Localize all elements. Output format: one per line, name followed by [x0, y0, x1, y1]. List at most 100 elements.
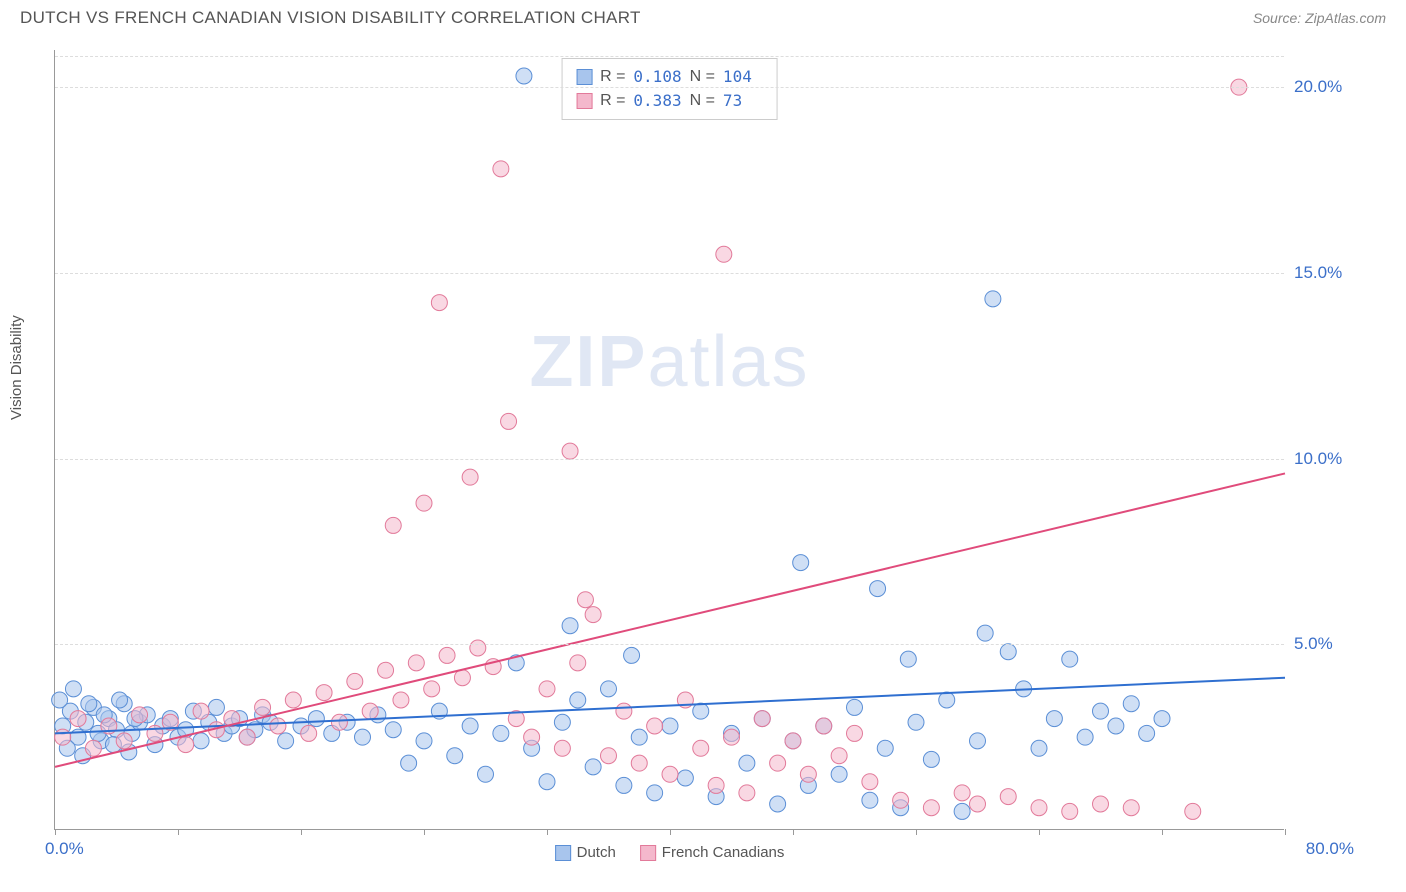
data-point — [447, 748, 463, 764]
data-point — [347, 673, 363, 689]
data-point — [870, 581, 886, 597]
data-point — [1123, 800, 1139, 816]
data-point — [462, 469, 478, 485]
data-point — [585, 759, 601, 775]
data-point — [416, 495, 432, 511]
y-axis-label: Vision Disability — [8, 315, 25, 420]
gridline — [55, 87, 1284, 88]
data-point — [754, 711, 770, 727]
data-point — [539, 774, 555, 790]
data-point — [985, 291, 1001, 307]
data-point — [401, 755, 417, 771]
data-point — [116, 733, 132, 749]
data-point — [1000, 644, 1016, 660]
data-point — [316, 685, 332, 701]
data-point — [923, 800, 939, 816]
x-tick — [1285, 829, 1286, 835]
data-point — [562, 618, 578, 634]
data-point — [647, 718, 663, 734]
data-point — [112, 692, 128, 708]
data-point — [385, 517, 401, 533]
x-tick — [1039, 829, 1040, 835]
data-point — [1046, 711, 1062, 727]
data-point — [847, 699, 863, 715]
data-point — [208, 699, 224, 715]
data-point — [516, 68, 532, 84]
x-tick — [178, 829, 179, 835]
gridline — [55, 644, 1284, 645]
data-point — [616, 777, 632, 793]
data-point — [416, 733, 432, 749]
data-point — [970, 733, 986, 749]
data-point — [601, 681, 617, 697]
chart-title: DUTCH VS FRENCH CANADIAN VISION DISABILI… — [20, 8, 641, 28]
data-point — [1123, 696, 1139, 712]
y-tick-label: 5.0% — [1294, 634, 1354, 654]
data-point — [693, 703, 709, 719]
data-point — [378, 662, 394, 678]
data-point — [862, 774, 878, 790]
data-point — [577, 592, 593, 608]
data-point — [55, 729, 71, 745]
data-point — [562, 443, 578, 459]
data-point — [385, 722, 401, 738]
data-point — [85, 740, 101, 756]
data-point — [1062, 651, 1078, 667]
data-point — [132, 707, 148, 723]
data-point — [1062, 803, 1078, 819]
data-point — [493, 161, 509, 177]
data-point — [624, 647, 640, 663]
data-point — [793, 555, 809, 571]
data-point — [770, 796, 786, 812]
data-point — [65, 681, 81, 697]
data-point — [1139, 725, 1155, 741]
data-point — [431, 295, 447, 311]
data-point — [816, 718, 832, 734]
data-point — [893, 792, 909, 808]
data-point — [424, 681, 440, 697]
data-point — [1185, 803, 1201, 819]
data-point — [454, 670, 470, 686]
data-point — [462, 718, 478, 734]
data-point — [439, 647, 455, 663]
data-point — [81, 696, 97, 712]
series-legend: Dutch French Canadians — [555, 844, 785, 861]
data-point — [393, 692, 409, 708]
x-tick — [547, 829, 548, 835]
data-point — [908, 714, 924, 730]
data-point — [1108, 718, 1124, 734]
data-point — [408, 655, 424, 671]
data-point — [70, 711, 86, 727]
legend-item-french: French Canadians — [640, 844, 785, 861]
data-point — [800, 766, 816, 782]
data-point — [770, 755, 786, 771]
swatch-dutch-icon — [555, 845, 571, 861]
y-tick-label: 15.0% — [1294, 263, 1354, 283]
gridline — [55, 273, 1284, 274]
data-point — [1093, 796, 1109, 812]
legend-row-french: R =0.383 N =73 — [576, 89, 763, 113]
data-point — [724, 729, 740, 745]
data-point — [877, 740, 893, 756]
data-point — [977, 625, 993, 641]
x-axis-max-label: 80.0% — [1306, 839, 1354, 859]
data-point — [631, 755, 647, 771]
y-tick-label: 20.0% — [1294, 77, 1354, 97]
data-point — [270, 718, 286, 734]
swatch-dutch — [576, 69, 592, 85]
data-point — [255, 699, 271, 715]
data-point — [570, 655, 586, 671]
data-point — [939, 692, 955, 708]
x-tick — [424, 829, 425, 835]
data-point — [739, 755, 755, 771]
data-point — [662, 766, 678, 782]
data-point — [493, 725, 509, 741]
data-point — [785, 733, 801, 749]
data-point — [831, 766, 847, 782]
data-point — [970, 796, 986, 812]
data-point — [900, 651, 916, 667]
data-point — [554, 740, 570, 756]
data-point — [716, 246, 732, 262]
data-point — [954, 785, 970, 801]
data-point — [1093, 703, 1109, 719]
